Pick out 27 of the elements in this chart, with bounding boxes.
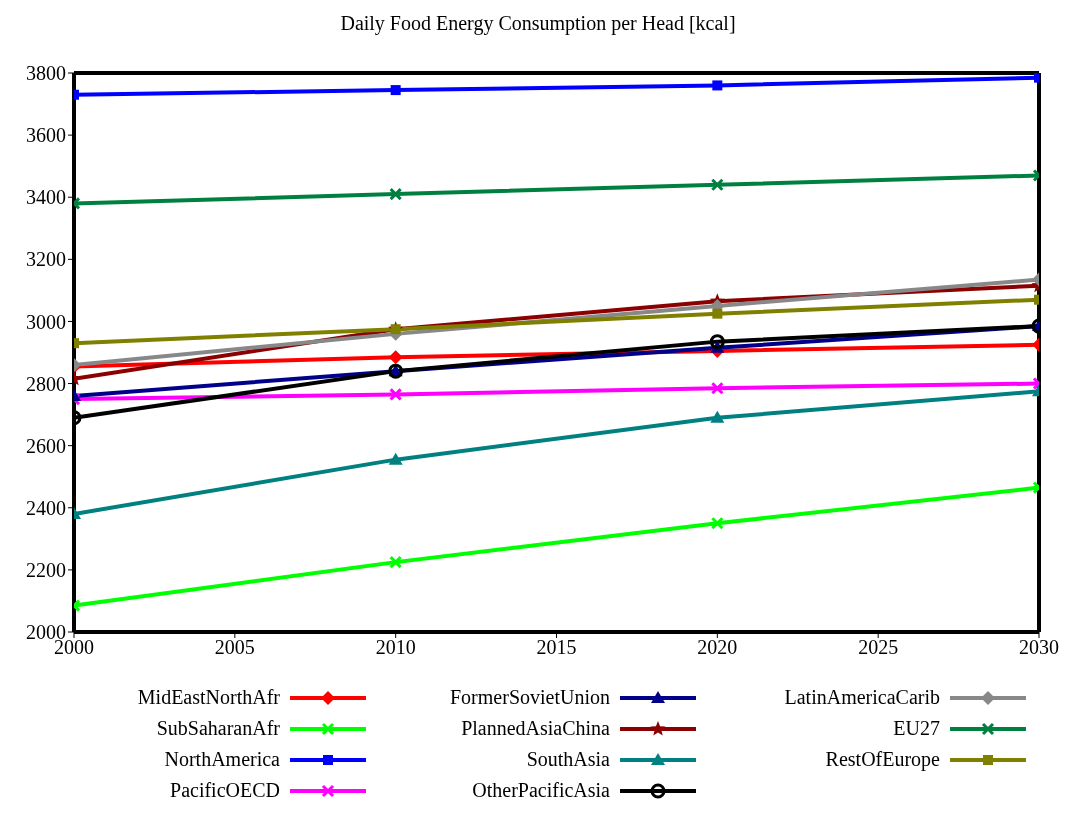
y-tick-label: 3400: [26, 186, 66, 209]
x-tick-label: 2010: [375, 636, 416, 659]
x-tick-label: 2030: [1019, 636, 1059, 659]
x-tick-label: 2015: [536, 636, 577, 659]
y-tick-label: 2800: [26, 372, 66, 395]
x-tick-label: 2005: [214, 636, 255, 659]
legend-label: SubSaharanAfr: [156, 717, 280, 740]
legend-label: LatinAmericaCarib: [784, 686, 940, 709]
legend-label: PlannedAsiaChina: [461, 717, 610, 740]
legend-label: OtherPacificAsia: [472, 779, 610, 802]
legend-label: FormerSovietUnion: [450, 686, 610, 709]
x-tick-label: 2025: [858, 636, 899, 659]
legend-label: RestOfEurope: [825, 748, 940, 771]
legend-label: SouthAsia: [526, 748, 610, 771]
legend-label: NorthAmerica: [164, 748, 280, 771]
y-tick-label: 2400: [26, 496, 66, 519]
x-tick-label: 2020: [697, 636, 738, 659]
legend-label: MidEastNorthAfr: [137, 686, 280, 709]
chart-title: Daily Food Energy Consumption per Head [kcal]: [339, 12, 737, 37]
y-tick-label: 2600: [26, 434, 66, 457]
y-tick-label: 3200: [26, 248, 66, 271]
legend-label: EU27: [893, 717, 940, 740]
y-tick-label: 3000: [26, 310, 66, 333]
y-tick-label: 2200: [26, 558, 66, 581]
y-tick-label: 3800: [26, 62, 66, 85]
legend-label: PacificOECD: [170, 779, 280, 802]
y-tick-label: 3600: [26, 124, 66, 147]
